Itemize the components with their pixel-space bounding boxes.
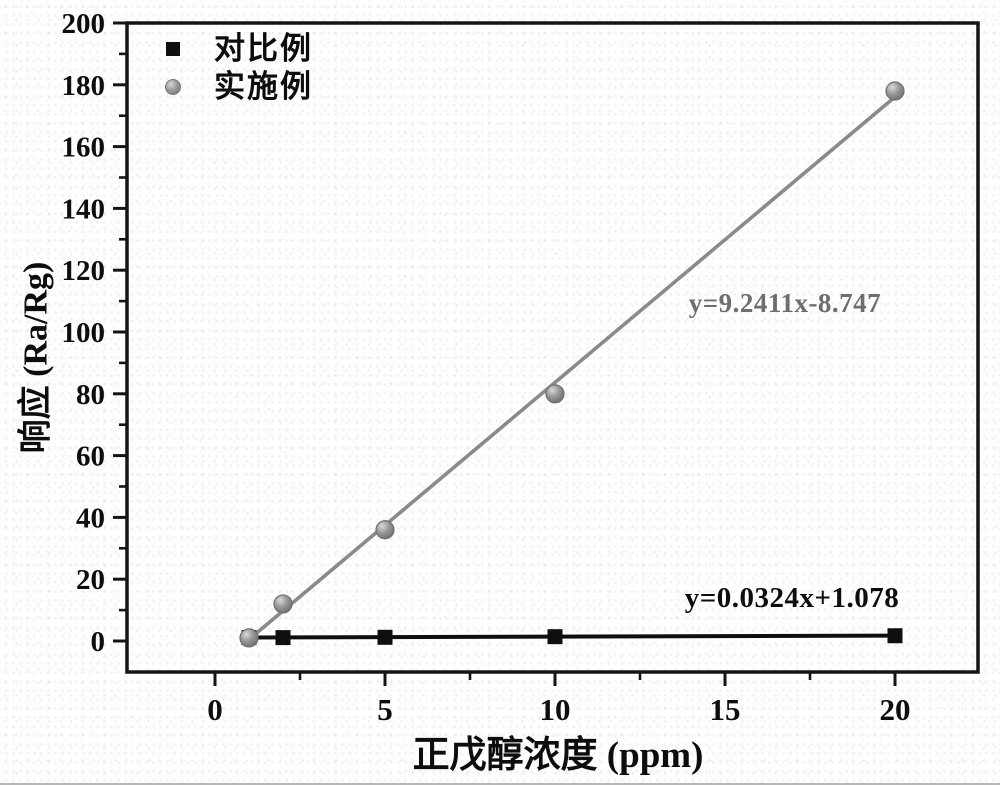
- data-point-example: [885, 81, 905, 101]
- x-tick-label: 0: [207, 692, 223, 727]
- y-tick-label: 0: [91, 626, 106, 658]
- fit-equation-example: y=9.2411x-8.747: [688, 288, 882, 318]
- y-tick-label: 60: [76, 441, 105, 473]
- y-tick-label: 20: [76, 564, 105, 596]
- fit-line-comparative: [248, 633, 896, 640]
- legend-label-comparative: 对比例: [214, 31, 313, 66]
- y-tick-label: 200: [62, 8, 106, 40]
- legend-item-example: 实施例: [150, 68, 313, 106]
- square-marker-icon: [166, 42, 180, 56]
- data-point-example: [375, 520, 395, 540]
- data-point-example: [273, 594, 293, 614]
- x-tick-label: 15: [710, 692, 741, 727]
- y-tick-label: 40: [76, 502, 105, 534]
- x-tick-label: 10: [540, 692, 571, 727]
- legend: 对比例 实施例: [150, 30, 313, 106]
- data-point-example: [239, 628, 259, 648]
- legend-label-example: 实施例: [214, 69, 313, 104]
- x-tick-label: 5: [377, 692, 393, 727]
- y-tick-label: 100: [62, 317, 106, 349]
- y-tick-label: 120: [62, 255, 106, 287]
- data-point-comparative: [377, 629, 393, 645]
- y-tick-label: 180: [62, 70, 106, 102]
- x-tick-label: 20: [880, 692, 911, 727]
- x-axis-title: 正戊醇浓度 (ppm): [412, 735, 704, 776]
- data-point-comparative: [547, 629, 563, 645]
- y-axis-title: 响应 (Ra/Rg): [17, 261, 55, 454]
- scan-edge-artifact: [0, 783, 1000, 785]
- data-point-comparative: [275, 630, 291, 646]
- fit-equation-comparative: y=0.0324x+1.078: [684, 582, 900, 614]
- data-point-comparative: [887, 628, 903, 644]
- legend-item-comparative: 对比例: [150, 30, 313, 68]
- sphere-marker-icon: [165, 79, 181, 95]
- y-tick-label: 80: [76, 379, 105, 411]
- data-point-example: [545, 384, 565, 404]
- y-tick-label: 160: [62, 132, 106, 164]
- fit-line-example: [247, 95, 897, 641]
- axes-frame: [125, 21, 980, 674]
- y-tick-label: 140: [62, 193, 106, 225]
